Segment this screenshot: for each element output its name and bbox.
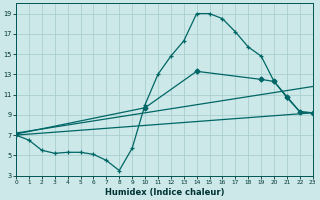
X-axis label: Humidex (Indice chaleur): Humidex (Indice chaleur)	[105, 188, 224, 197]
